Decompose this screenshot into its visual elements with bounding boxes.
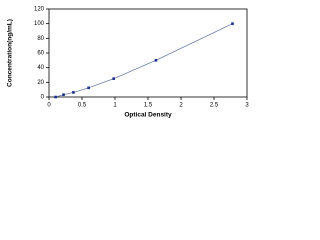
x-tick-label: 0.5 (78, 103, 87, 109)
y-tick-label: 20 (37, 80, 44, 86)
point (72, 91, 75, 94)
x-axis-label: Optical Density (124, 112, 172, 119)
point (62, 93, 65, 97)
x-tick-label: 0 (47, 103, 51, 109)
y-tick-label: 40 (37, 65, 44, 71)
fit-line (55, 23, 233, 98)
y-axis-label: Concentration(ng/mL) (7, 19, 14, 87)
x-tick-label: 2.5 (210, 103, 219, 109)
point (112, 77, 115, 80)
point (231, 22, 234, 25)
point (87, 86, 90, 90)
y-tick-label: 100 (34, 21, 45, 27)
y-tick-label: 60 (37, 51, 44, 57)
y-tick-label: 120 (34, 7, 45, 13)
point (154, 59, 158, 62)
x-tick-label: 2 (179, 103, 183, 109)
plot-frame (48, 8, 248, 98)
x-tick-label: 3 (245, 103, 249, 109)
x-tick-label: 1.5 (144, 103, 153, 109)
point (54, 95, 57, 99)
y-tick-label: 0 (41, 95, 45, 101)
x-tick-label: 1 (113, 103, 117, 109)
chart: Optical Density Concentration(ng/mL) 020… (7, 7, 250, 119)
y-tick-label: 80 (37, 36, 44, 42)
